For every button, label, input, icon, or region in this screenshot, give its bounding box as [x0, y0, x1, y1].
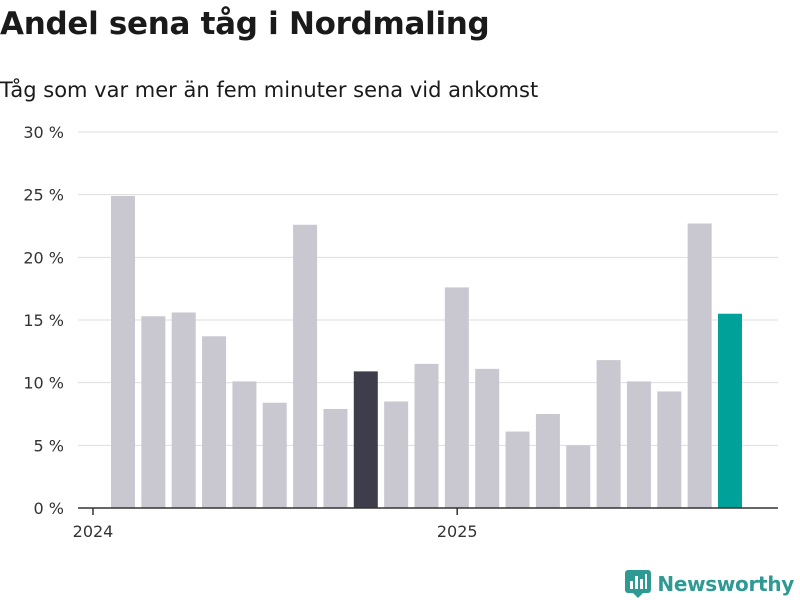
bar — [384, 401, 409, 508]
bars — [111, 195, 742, 509]
x-axis-ticks: 2024 2025 — [73, 508, 478, 541]
bar — [232, 381, 257, 508]
brand-name: Newsworthy — [657, 572, 794, 596]
bar — [262, 402, 287, 508]
bar — [444, 287, 469, 508]
y-tick-label: 0 % — [34, 499, 64, 518]
bar — [505, 431, 530, 508]
y-tick-label: 5 % — [34, 436, 64, 455]
y-axis-ticks: 0 % 5 % 10 % 15 % 20 % 25 % 30 % — [23, 123, 64, 518]
bar — [293, 224, 318, 508]
y-tick-label: 25 % — [23, 186, 64, 205]
bar — [566, 445, 591, 508]
bar — [596, 360, 621, 508]
bar — [626, 381, 651, 508]
y-tick-label: 20 % — [23, 248, 64, 267]
bar — [718, 313, 742, 508]
y-tick-label: 30 % — [23, 123, 64, 142]
y-tick-label: 15 % — [23, 311, 64, 330]
x-tick-label: 2025 — [437, 522, 478, 541]
bar — [535, 414, 560, 508]
bar — [353, 371, 378, 508]
bar — [657, 391, 682, 508]
bar — [687, 223, 712, 509]
bar-chart-pin-icon — [625, 570, 652, 598]
bar — [171, 312, 196, 508]
bar — [202, 336, 227, 508]
bar — [141, 316, 166, 508]
bar — [475, 368, 500, 508]
chart-title: Andel sena tåg i Nordmaling — [0, 6, 490, 42]
x-tick-label: 2024 — [73, 522, 114, 541]
newsworthy-logo: Newsworthy — [625, 568, 794, 600]
chart-subtitle: Tåg som var mer än fem minuter sena vid … — [0, 78, 539, 102]
bar — [323, 408, 348, 508]
y-tick-label: 10 % — [23, 374, 64, 393]
bar — [111, 195, 135, 509]
bar — [414, 363, 439, 508]
